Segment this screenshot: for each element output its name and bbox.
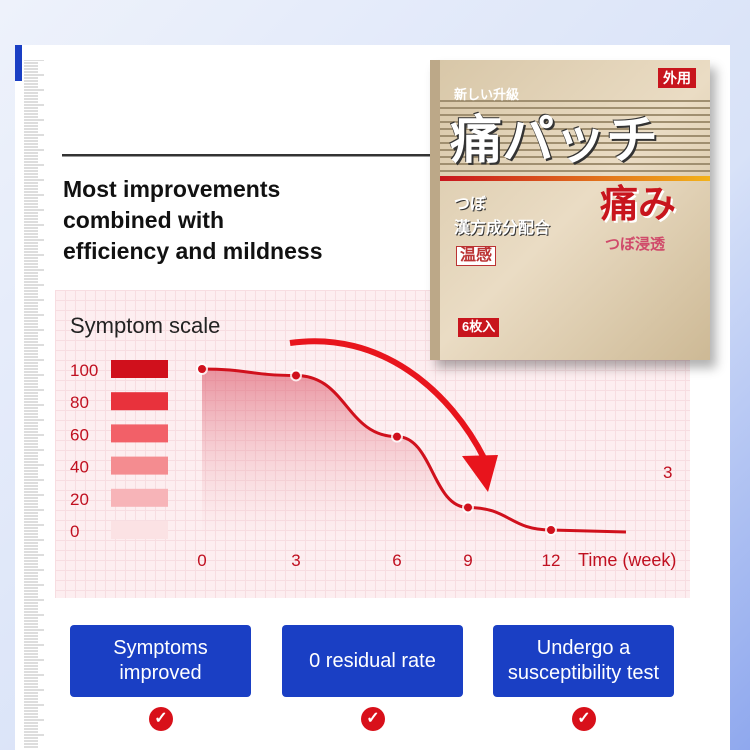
data-point [292,371,300,380]
product-count: 6枚入 [458,318,500,337]
y-tick-label: 80 [70,393,89,412]
stray-label: 3 [663,463,672,482]
box-stripes [440,100,710,180]
data-point [198,365,206,373]
product-sub1: つぼ [454,196,487,213]
check-icon: ✓ [149,707,173,731]
x-tick-label: 12 [542,551,561,570]
feature-label: Undergo a susceptibility test [507,637,660,684]
product-image: 外用 新しい升級 痛パッチ つぼ 漢方成分配合 温感 痛み つぼ浸透 6枚入 [430,60,710,360]
data-point [393,432,401,441]
x-tick-label: 6 [392,551,401,570]
check-icon: ✓ [361,707,385,731]
scale-swatch [111,360,168,378]
feature-susceptibility-test: Undergo a susceptibility test [493,625,674,697]
product-tag: 外用 [658,68,696,89]
data-point [464,503,472,512]
feature-label: 0 residual rate [309,649,436,672]
product-penetrate: つぼ浸透 [605,236,666,253]
ruler-decoration [24,60,44,748]
product-upgrade: 新しい升級 [454,87,520,102]
y-tick-label: 0 [70,522,79,541]
product-name: 痛パッチ [450,112,659,170]
accent-bar [15,45,22,81]
headline-line: efficiency and mildness [63,238,323,264]
product-pain: 痛み [600,184,677,226]
x-axis-title: Time (week) [578,550,676,570]
area-fill [202,369,626,540]
headline-line: Most improvements [63,176,281,202]
x-tick-label: 0 [197,551,206,570]
feature-symptoms-improved: Symptoms improved [70,625,251,697]
headline: Most improvements combined with efficien… [63,174,322,267]
feature-label: Symptoms improved [113,637,208,684]
scale-swatch [111,488,168,507]
x-tick-label: 3 [291,551,300,570]
color-band [440,176,710,181]
scale-swatch [111,521,168,539]
y-tick-label: 40 [70,458,89,477]
product-warm: 温感 [456,246,497,267]
data-point [547,526,555,534]
trend-arrow-shaft [289,338,488,462]
divider [62,154,442,157]
scale-swatch [111,456,168,475]
scale-swatch [111,392,168,411]
y-tick-label: 60 [70,425,89,444]
product-sub2: 漢方成分配合 [454,220,551,237]
x-tick-label: 9 [463,551,472,570]
check-icon: ✓ [572,707,596,731]
scale-swatch [111,424,168,443]
y-tick-label: 100 [70,361,98,380]
y-axis-title: Symptom scale [70,313,220,338]
trend-arrow-head [462,455,498,492]
headline-line: combined with [63,207,224,233]
feature-residual-rate: 0 residual rate [282,625,463,697]
y-tick-label: 20 [70,490,89,509]
